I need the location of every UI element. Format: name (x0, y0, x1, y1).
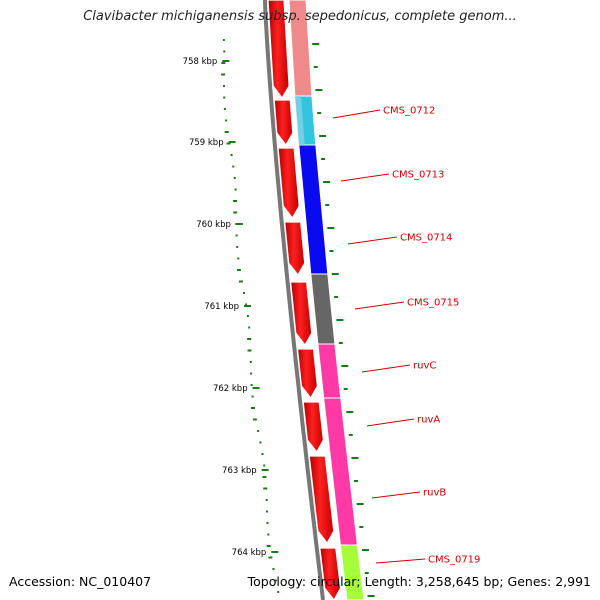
tick-label: 759 kbp (189, 138, 224, 148)
gene-block-3 (310, 273, 336, 345)
cds-arrow-7 (308, 455, 335, 545)
backbone-line (263, 0, 325, 600)
gene-label-ruvA: ruvA (417, 415, 440, 426)
label-leader-line (366, 418, 415, 427)
label-leader-line (347, 236, 398, 245)
label-leader-line (375, 558, 426, 564)
tick-label: 760 kbp (196, 220, 231, 230)
cds-arrow-4 (289, 281, 313, 347)
gene-label-ruvC: ruvC (413, 361, 436, 372)
gc-skew-plot (221, 39, 280, 593)
gene-label-CMS_0714: CMS_0714 (400, 233, 452, 244)
cds-arrow-3 (284, 221, 306, 277)
gene-label-CMS_0719: CMS_0719 (428, 555, 480, 566)
label-leader-line (332, 109, 381, 119)
tick-label: 762 kbp (213, 384, 248, 394)
label-leader-line (371, 491, 421, 499)
cds-arrow-2 (277, 147, 300, 220)
label-leader-line (361, 364, 411, 373)
gene-labels: CMS_0712 CMS_0713 CMS_0714 CMS_0715 ruvC ruvA… (332, 106, 480, 566)
tick-label: 761 kbp (204, 302, 239, 312)
tick-label: 758 kbp (183, 57, 218, 67)
tick-label: 763 kbp (222, 466, 257, 476)
cds-arrow-5 (296, 348, 319, 400)
label-leader-line (340, 173, 390, 182)
summary-text: Topology: circular; Length: 3,258,645 bp… (247, 574, 591, 589)
gc-content-plot (312, 43, 375, 597)
gene-block-6 (339, 544, 365, 600)
gene-label-CMS_0712: CMS_0712 (383, 106, 435, 117)
gene-label-ruvB: ruvB (423, 488, 446, 499)
kbp-ticks: 758 kbp 759 kbp 760 kbp 761 kbp 762 kbp 763 k… (183, 57, 279, 558)
gene-highlight (294, 96, 305, 145)
accession-text: Accession: NC_010407 (9, 574, 152, 589)
cds-track (267, 0, 342, 600)
map-title: Clavibacter michiganensis subsp. sepedon… (83, 9, 517, 24)
tick-label: 764 kbp (232, 548, 267, 558)
gene-label-CMS_0715: CMS_0715 (407, 298, 459, 309)
cds-arrow-1 (273, 99, 294, 147)
cds-arrow-0 (267, 0, 290, 100)
label-leader-line (354, 301, 405, 310)
gene-label-CMS_0713: CMS_0713 (392, 170, 444, 181)
cds-arrow-6 (302, 401, 325, 454)
gene-track (288, 0, 365, 600)
cds-arrow-8 (319, 547, 342, 600)
gene-block-4 (317, 343, 342, 399)
